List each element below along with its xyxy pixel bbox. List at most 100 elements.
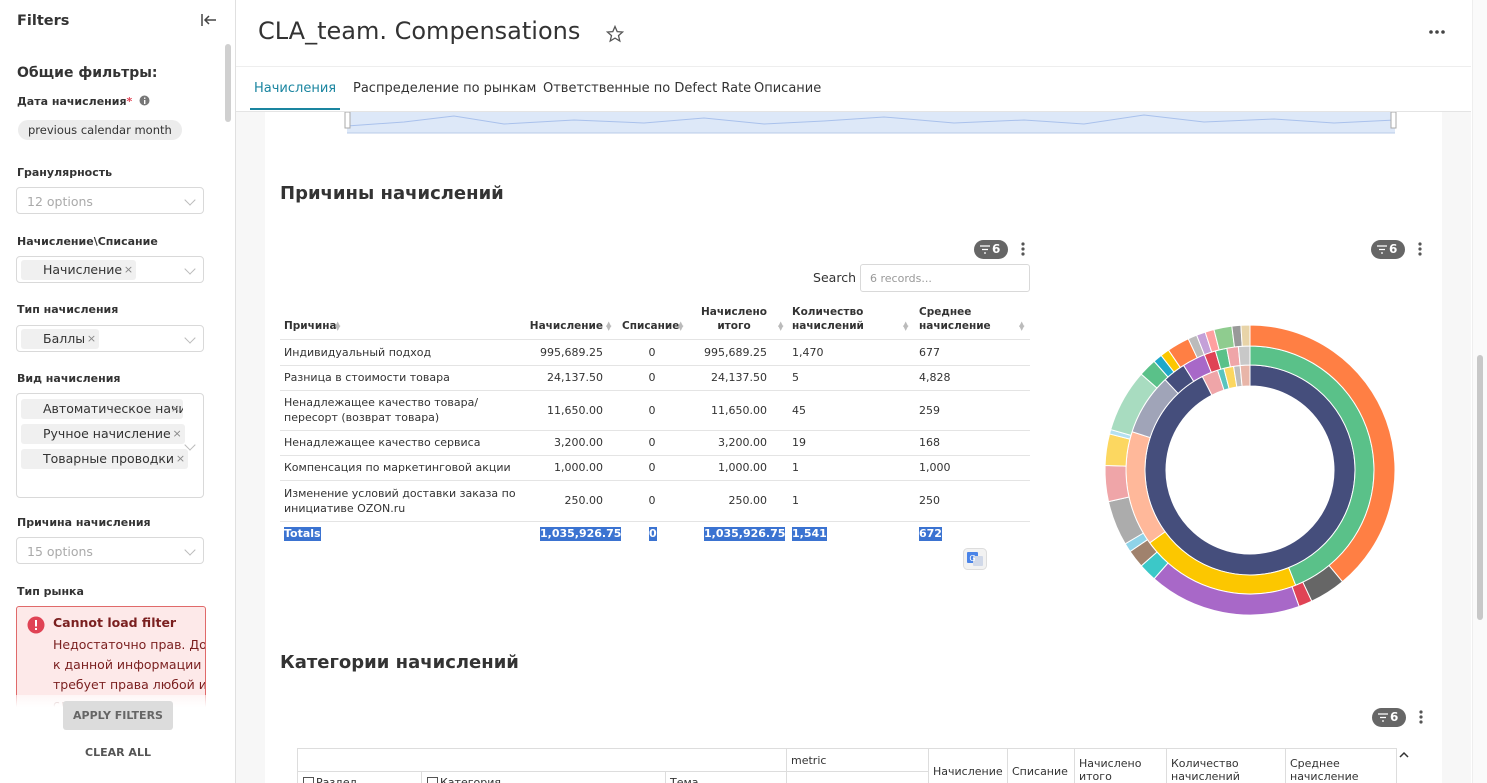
- totals-cell: Totals: [284, 527, 321, 541]
- tag[interactable]: Товарные проводки: [21, 449, 189, 469]
- caret: [184, 544, 196, 556]
- column-header[interactable]: Начислено итого: [701, 306, 767, 332]
- row-divider: [280, 455, 1030, 456]
- table-cell: 3,200.00: [718, 436, 767, 449]
- table-cell: 4,828: [919, 371, 951, 384]
- caret: [184, 194, 196, 206]
- table-cell: 11,650.00: [547, 403, 603, 417]
- table-cell: 1,000.00: [554, 461, 603, 474]
- date-chip[interactable]: previous calendar month: [18, 120, 182, 140]
- table-cell: 19: [792, 436, 806, 449]
- translate-icon[interactable]: G: [963, 548, 987, 570]
- tab-underline: [250, 108, 340, 110]
- info-icon[interactable]: [139, 95, 150, 106]
- table-cell: 259: [919, 403, 940, 417]
- table-cell: 995,689.25: [540, 345, 603, 359]
- more-menu[interactable]: [1428, 29, 1446, 35]
- filter-icon: [1378, 713, 1388, 722]
- header-cell: [297, 748, 787, 772]
- placeholder: 12 options: [27, 194, 93, 209]
- row-divider: [280, 339, 1030, 340]
- table-cell: 1: [792, 461, 799, 474]
- checkbox[interactable]: [427, 777, 438, 783]
- sunburst-segment[interactable]: [1104, 464, 1130, 503]
- table-cell: Разница в стоимости товара: [284, 371, 450, 384]
- section-title: Причины начислений: [280, 183, 504, 204]
- totals-cell: 1,035,926.75: [540, 527, 622, 541]
- table-cell: 250: [919, 494, 940, 507]
- totals-cell: 1,035,926.75: [704, 527, 786, 541]
- chart-menu[interactable]: [1418, 242, 1422, 256]
- scroll-up[interactable]: [1398, 750, 1410, 760]
- tab[interactable]: Начисления: [254, 81, 337, 96]
- column-header[interactable]: Начисление: [928, 748, 1008, 783]
- filter-label: Начисление\Списание: [17, 235, 158, 248]
- tab[interactable]: Описание: [754, 81, 822, 96]
- scrollbar[interactable]: [225, 44, 231, 122]
- column-header[interactable]: Количество начислений: [1166, 748, 1286, 783]
- error-title: Cannot load filter: [53, 615, 177, 630]
- column-header[interactable]: Причина: [284, 320, 337, 332]
- chart-menu[interactable]: [1021, 242, 1025, 256]
- chart-menu[interactable]: [1419, 710, 1423, 724]
- tag[interactable]: Начисление: [21, 260, 137, 280]
- column-header[interactable]: Начислено итого: [1074, 748, 1167, 783]
- placeholder: 15 options: [27, 544, 93, 559]
- collapse-icon[interactable]: [200, 12, 218, 28]
- header-cell: Раздел: [297, 771, 422, 783]
- column-header[interactable]: Списание: [622, 320, 680, 332]
- column-header[interactable]: Списание: [1007, 748, 1075, 783]
- tag[interactable]: Ручное начисление: [21, 424, 185, 444]
- placeholder: 6 records...: [870, 272, 932, 285]
- filter-label: Гранулярность: [17, 166, 113, 179]
- table-cell: 0: [648, 345, 656, 359]
- tag[interactable]: Баллы: [21, 329, 100, 349]
- table-cell: 0: [648, 436, 656, 449]
- column-header[interactable]: Количество начислений: [792, 306, 864, 332]
- sunburst-segment[interactable]: [1240, 324, 1251, 347]
- tab[interactable]: Ответственные по Defect Rate: [543, 81, 752, 96]
- apply-button[interactable]: APPLY FILTERS: [63, 701, 173, 730]
- table-cell: 11,650.00: [711, 403, 767, 417]
- tab[interactable]: Распределение по рынкам: [353, 81, 537, 96]
- sunburst-segment[interactable]: [1237, 345, 1251, 367]
- pivot-table-header: metric Раздел Категория Тема Начисление С…: [297, 748, 1397, 783]
- table-cell: 250.00: [728, 494, 768, 507]
- badge-count: 6: [1390, 710, 1399, 724]
- search-input[interactable]: 6 records...: [860, 264, 1030, 292]
- clear-button[interactable]: CLEAR ALL: [85, 746, 151, 759]
- sunburst-segment[interactable]: [1144, 364, 1356, 576]
- label-text: Дата начисления: [17, 95, 127, 108]
- sunburst-segment[interactable]: [1104, 433, 1131, 467]
- table-cell: 168: [919, 436, 940, 449]
- filter-badge[interactable]: 6: [1372, 708, 1406, 727]
- header-cell: Категория: [421, 771, 666, 783]
- column-header[interactable]: Среднее начисление: [919, 306, 991, 332]
- badge-count: 6: [1389, 242, 1398, 256]
- row-divider: [280, 521, 1030, 522]
- filter-badge[interactable]: 6: [974, 240, 1008, 259]
- sort-icon: ▲ ▼: [678, 320, 684, 332]
- sunburst-segment[interactable]: [1239, 364, 1251, 387]
- section-title: Общие фильтры:: [17, 65, 158, 81]
- table-cell: Индивидуальный подход: [284, 345, 432, 359]
- select[interactable]: 12 options: [16, 187, 204, 214]
- checkbox[interactable]: [303, 777, 314, 783]
- select[interactable]: Баллы: [16, 325, 204, 352]
- select[interactable]: 15 options: [16, 537, 204, 564]
- favorite-star[interactable]: [606, 25, 624, 43]
- select[interactable]: Начисление: [16, 256, 204, 283]
- dashboard-header: CLA_team. Compensations Начисления Распре…: [236, 0, 1471, 112]
- table-cell: 677: [919, 345, 940, 359]
- table-cell: Компенсация по маркетинговой акции: [284, 461, 511, 474]
- tag[interactable]: Автоматическое начисление: [21, 399, 183, 419]
- filter-badge[interactable]: 6: [1371, 240, 1405, 259]
- header-cell: metric: [786, 748, 929, 772]
- page-scrollbar: [1472, 0, 1487, 783]
- column-header[interactable]: Начисление: [529, 320, 603, 332]
- select[interactable]: Автоматическое начисление Ручное начисле…: [16, 393, 204, 498]
- table-cell: 0: [648, 461, 656, 474]
- card: [265, 112, 1442, 783]
- scroll-thumb[interactable]: [1477, 355, 1483, 620]
- column-header[interactable]: Среднее начисление: [1285, 748, 1397, 783]
